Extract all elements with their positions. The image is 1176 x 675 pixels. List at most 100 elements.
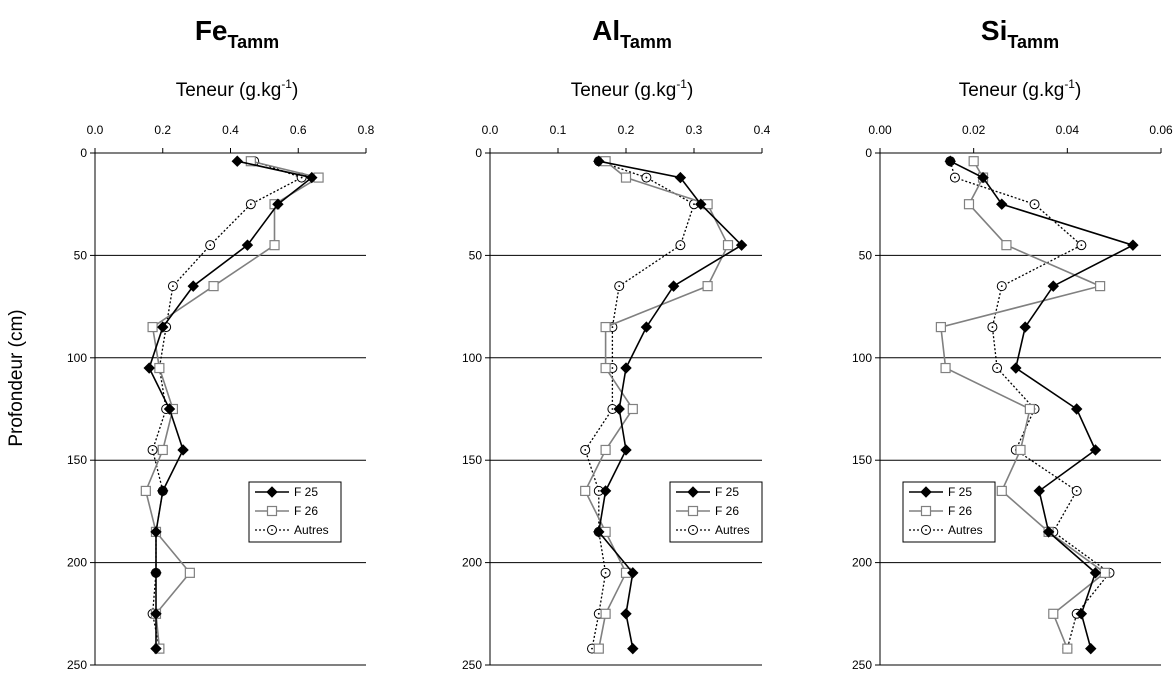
data-point-square: [147, 321, 158, 333]
data-point-diamond: [1047, 280, 1059, 292]
data-point-square: [1048, 608, 1059, 619]
x-axis-label: Teneur (g.kg-1): [959, 77, 1082, 101]
data-point-square: [157, 444, 168, 456]
data-point-square: [940, 362, 951, 374]
x-tick-label: 0.8: [358, 123, 375, 137]
data-point-diamond: [177, 444, 189, 456]
data-point-diamond: [620, 362, 632, 374]
data-point-diamond: [1070, 403, 1083, 415]
y-tick-label: 250: [852, 658, 872, 672]
x-axis-label-exponent: -1: [281, 77, 292, 91]
chart-title-subscript: Tamm: [620, 32, 672, 52]
y-tick-label: 0: [865, 146, 872, 160]
y-tick-label: 0: [475, 146, 482, 160]
data-point-circle-dot: [604, 571, 607, 574]
data-point-diamond: [157, 321, 169, 333]
x-axis-label-text: Teneur (g.kg: [571, 80, 677, 101]
data-point-square: [269, 240, 280, 251]
data-point-circle-dot: [692, 529, 694, 531]
x-axis-label-exponent: -1: [676, 77, 687, 91]
x-tick-label: 0.3: [686, 123, 703, 137]
y-tick-label: 250: [67, 658, 87, 672]
data-point-square: [968, 156, 979, 167]
data-point-diamond: [735, 239, 748, 251]
x-tick-label: 0.04: [1056, 123, 1080, 137]
data-point-square: [266, 505, 278, 517]
chart-title-main: Al: [592, 15, 620, 46]
legend-label: F 26: [948, 504, 972, 518]
chart-title-main: Si: [981, 15, 1007, 46]
y-tick-label: 50: [859, 248, 873, 262]
data-point-circle-dot: [645, 176, 648, 179]
data-point-diamond: [163, 403, 176, 415]
data-point-diamond: [944, 155, 956, 167]
data-point-diamond: [996, 198, 1008, 210]
y-tick-label: 250: [462, 658, 482, 672]
data-point-diamond: [687, 486, 699, 498]
data-point-diamond: [620, 608, 632, 620]
x-axis-label: Teneur (g.kg-1): [571, 77, 694, 101]
data-point-circle-dot: [1080, 244, 1083, 247]
data-point-diamond: [157, 485, 169, 497]
x-axis-label-close: ): [292, 80, 298, 101]
series-line: [148, 160, 314, 649]
series-f-25: [143, 155, 318, 655]
data-point-diamond: [1127, 239, 1139, 251]
data-point-diamond: [306, 171, 318, 184]
x-tick-label: 0.02: [962, 123, 986, 137]
x-axis-label: Teneur (g.kg-1): [176, 77, 299, 101]
x-tick-label: 0.6: [290, 123, 307, 137]
x-tick-label: 0.0: [482, 123, 499, 137]
series-f-26: [935, 156, 1110, 654]
data-point-square: [600, 321, 611, 333]
data-point-square: [600, 608, 611, 619]
data-point-circle-dot: [591, 647, 593, 650]
data-point-circle-dot: [209, 244, 212, 247]
data-point-circle-dot: [925, 529, 927, 531]
data-point-square: [1015, 444, 1026, 456]
data-point-diamond: [1010, 362, 1022, 374]
y-tick-label: 150: [462, 453, 482, 467]
data-point-diamond: [143, 362, 155, 374]
data-point-circle-dot: [611, 408, 614, 410]
y-tick-label: 150: [852, 453, 872, 467]
data-point-diamond: [150, 526, 162, 538]
data-point-circle-dot: [597, 612, 600, 615]
data-point-circle-dot: [618, 285, 621, 288]
x-axis-label-text: Teneur (g.kg: [176, 80, 282, 101]
series-line: [940, 160, 1107, 649]
data-point-square: [245, 156, 256, 167]
data-point-circle-dot: [611, 367, 614, 369]
x-tick-label: 0.06: [1149, 123, 1173, 137]
data-point-diamond: [977, 171, 989, 184]
data-point-square: [154, 362, 165, 374]
data-point-square: [996, 485, 1007, 497]
data-point-diamond: [667, 280, 680, 292]
y-tick-label: 200: [67, 556, 87, 570]
data-point-square: [687, 505, 699, 517]
data-point-circle-dot: [611, 326, 614, 328]
series-f-25: [944, 155, 1139, 655]
x-tick-label: 0.1: [550, 123, 567, 137]
series-f-26: [580, 156, 734, 654]
data-point-diamond: [1033, 485, 1045, 497]
data-point-square: [593, 643, 604, 654]
y-tick-label: 200: [462, 556, 482, 570]
data-point-diamond: [150, 608, 162, 620]
series-f-25: [593, 155, 748, 655]
data-point-circle-dot: [679, 244, 682, 247]
y-tick-label: 150: [67, 453, 87, 467]
data-point-diamond: [627, 567, 639, 579]
data-point-circle-dot: [584, 449, 587, 451]
data-point-diamond: [599, 485, 612, 497]
data-point-square: [722, 240, 734, 251]
data-point-diamond: [272, 198, 284, 210]
series-line: [597, 160, 743, 649]
data-point-diamond: [620, 444, 632, 456]
data-point-diamond: [150, 642, 162, 655]
chart-title-subscript: Tamm: [1007, 32, 1059, 52]
chart-title: AlTamm: [592, 15, 672, 52]
chart-panel-1: FeTamm Teneur (g.kg-1) 0.0 0.2 0.4 0.6 0.8 0 50 1…: [67, 15, 375, 672]
data-point-diamond: [593, 526, 605, 538]
